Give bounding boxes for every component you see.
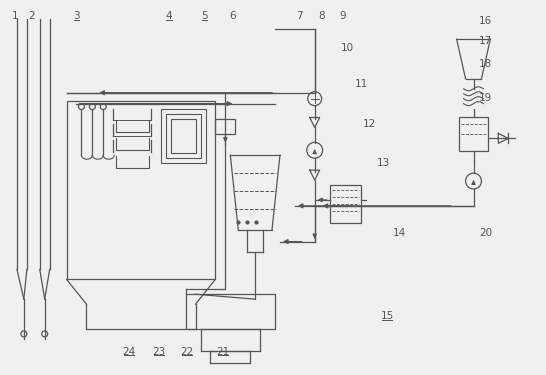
Text: 1: 1 [11,11,18,21]
Text: 23: 23 [152,347,165,357]
Text: 16: 16 [479,16,492,26]
Text: 15: 15 [381,311,394,321]
Text: 7: 7 [296,11,303,21]
Text: 8: 8 [318,11,325,21]
Text: 13: 13 [377,158,390,168]
Text: 21: 21 [217,347,230,357]
Bar [330,185,361,223]
Bar [186,294,275,329]
Text: 3: 3 [73,11,80,21]
Text: 9: 9 [339,11,346,21]
Bar [171,118,195,153]
Text: 6: 6 [229,11,236,21]
Text: 19: 19 [479,93,492,103]
Bar [161,109,205,163]
Text: 20: 20 [479,228,492,238]
Text: 12: 12 [363,118,376,129]
Text: 14: 14 [393,228,406,238]
Text: 17: 17 [479,36,492,46]
Text: 18: 18 [479,59,492,69]
Text: 22: 22 [180,347,193,357]
Text: 2: 2 [28,11,35,21]
Text: 24: 24 [122,347,136,357]
Text: 5: 5 [201,11,208,21]
Text: 11: 11 [355,79,368,89]
Bar [216,118,235,134]
Bar [67,100,216,279]
Text: 4: 4 [165,11,172,21]
Text: 10: 10 [341,43,354,53]
Bar [459,117,488,151]
Bar [166,114,200,158]
